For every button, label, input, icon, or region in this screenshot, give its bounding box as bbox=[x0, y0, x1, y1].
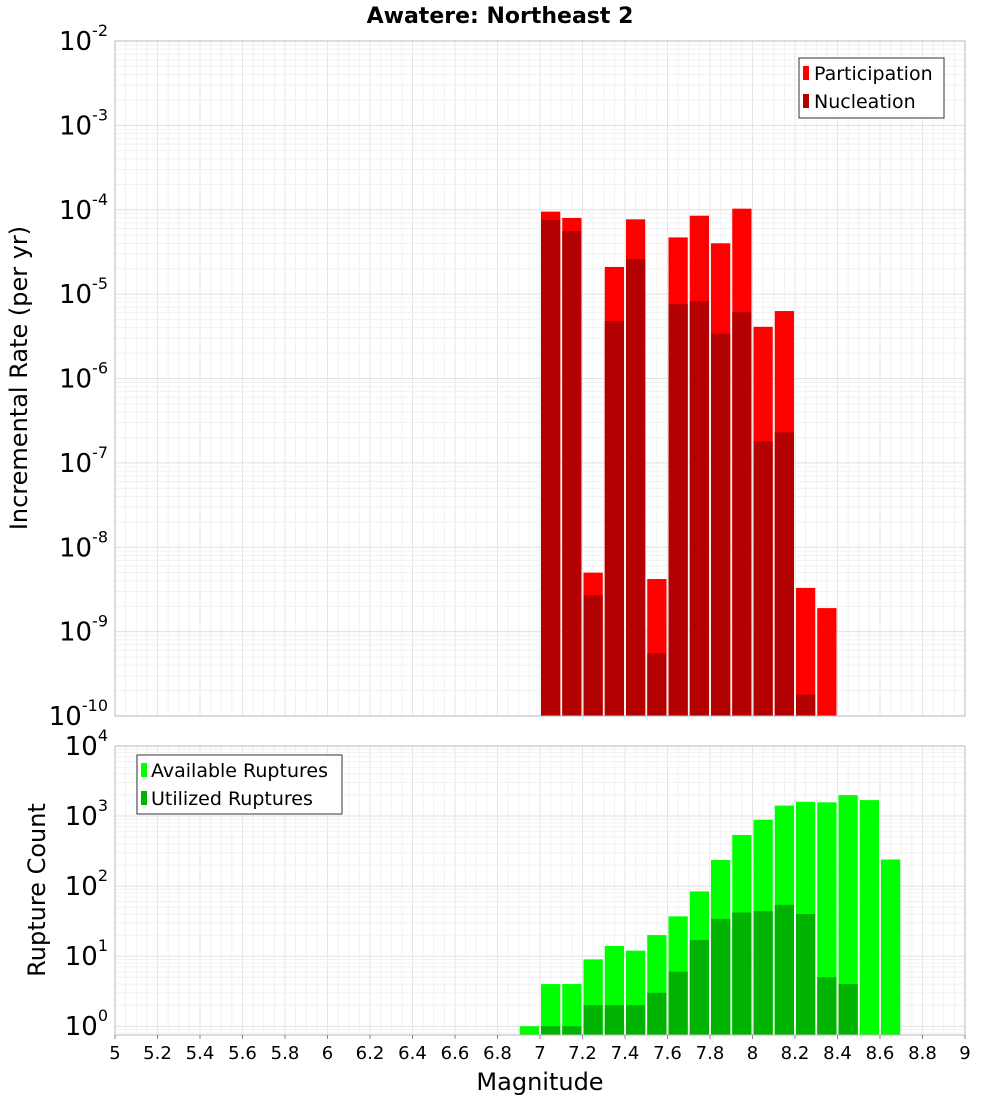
bottom-y-tick-label: 100 bbox=[65, 1006, 108, 1042]
bottom-bar-series2 bbox=[753, 911, 773, 1035]
bottom-y-tick-label: 102 bbox=[65, 866, 108, 902]
x-tick-label: 6.8 bbox=[483, 1043, 512, 1064]
bottom-bar-series2 bbox=[604, 1005, 624, 1035]
top-bar-series2 bbox=[796, 694, 816, 716]
bottom-bar-series2 bbox=[689, 940, 709, 1035]
bottom-bar-series1 bbox=[541, 984, 561, 1035]
bottom-bar-series1 bbox=[881, 859, 901, 1035]
top-y-tick-label: 10-10 bbox=[49, 696, 108, 732]
top-legend-box bbox=[798, 57, 945, 119]
x-tick-label: 6 bbox=[322, 1043, 333, 1064]
x-tick-label: 5 bbox=[109, 1043, 120, 1064]
legend-swatch-nucleation bbox=[803, 94, 809, 108]
bottom-bar-series2 bbox=[562, 1026, 582, 1035]
top-y-ticks: 10-10 10-9 10-8 10-7 10-6 10-5 10-4 10-3 10-2 bbox=[49, 21, 108, 732]
top-y-tick-label: 10-4 bbox=[59, 190, 108, 226]
top-bar-series2 bbox=[626, 259, 646, 716]
bottom-y-ticks: 100 101 102 103 104 bbox=[65, 726, 108, 1042]
bottom-y-tick-label: 104 bbox=[65, 726, 108, 762]
legend-swatch-utilized bbox=[141, 791, 147, 805]
bottom-bar-series2 bbox=[647, 992, 667, 1035]
bottom-plot-bars bbox=[519, 795, 901, 1035]
legend-label-utilized: Utilized Ruptures bbox=[151, 788, 313, 810]
x-tick-label: 7.2 bbox=[568, 1043, 597, 1064]
legend-swatch-available bbox=[141, 763, 147, 777]
x-tick-label: 8.6 bbox=[866, 1043, 895, 1064]
x-tick-label: 6.4 bbox=[398, 1043, 427, 1064]
bottom-bar-series1 bbox=[838, 795, 858, 1035]
bottom-y-tick-label: 101 bbox=[65, 936, 108, 972]
bottom-bar-series1 bbox=[562, 984, 582, 1035]
top-plot-bars bbox=[541, 208, 837, 717]
bottom-y-axis-label: Rupture Count bbox=[23, 803, 51, 977]
top-legend: Participation Nucleation bbox=[798, 57, 945, 119]
top-y-tick-label: 10-6 bbox=[59, 359, 108, 395]
top-bar-series2 bbox=[604, 321, 624, 716]
top-y-tick-label: 10-9 bbox=[59, 612, 108, 648]
bottom-bar-series2 bbox=[583, 1005, 603, 1035]
x-axis-label: Magnitude bbox=[476, 1068, 603, 1096]
top-bar-series2 bbox=[774, 432, 794, 716]
x-tick-label: 7 bbox=[534, 1043, 545, 1064]
chart-title: Awatere: Northeast 2 bbox=[367, 4, 634, 29]
x-tick-label: 5.2 bbox=[143, 1043, 172, 1064]
bottom-bar-series2 bbox=[774, 904, 794, 1035]
x-tick-label: 9 bbox=[959, 1043, 970, 1064]
bottom-bar-series2 bbox=[541, 1026, 561, 1035]
x-tick-label: 5.8 bbox=[271, 1043, 300, 1064]
x-tick-label: 8.8 bbox=[908, 1043, 937, 1064]
top-plot-grid bbox=[114, 40, 966, 717]
x-tick-label: 7.8 bbox=[696, 1043, 725, 1064]
x-tick-label: 8.2 bbox=[781, 1043, 810, 1064]
bottom-bar-series2 bbox=[626, 1005, 646, 1035]
legend-label-participation: Participation bbox=[814, 63, 933, 85]
bottom-legend-box bbox=[136, 754, 343, 815]
top-y-tick-label: 10-8 bbox=[59, 527, 108, 563]
bottom-bar-series2 bbox=[711, 918, 731, 1035]
top-bar-series1 bbox=[817, 608, 837, 716]
x-tick-label: 7.6 bbox=[653, 1043, 682, 1064]
bottom-y-tick-label: 103 bbox=[65, 796, 108, 832]
top-bar-series2 bbox=[647, 653, 667, 716]
top-y-tick-label: 10-7 bbox=[59, 443, 108, 479]
x-tick-label: 8.4 bbox=[823, 1043, 852, 1064]
x-tick-label: 7.4 bbox=[611, 1043, 640, 1064]
x-tick-label: 6.2 bbox=[356, 1043, 385, 1064]
bottom-bar-series2 bbox=[796, 914, 816, 1035]
bottom-bar-series2 bbox=[838, 984, 858, 1035]
x-tick-label: 8 bbox=[747, 1043, 758, 1064]
legend-label-available: Available Ruptures bbox=[151, 760, 328, 782]
legend-swatch-participation bbox=[803, 66, 809, 80]
top-bar-series2 bbox=[711, 333, 731, 716]
top-bar-series2 bbox=[753, 441, 773, 716]
top-y-axis-label: Incremental Rate (per yr) bbox=[5, 226, 33, 530]
bottom-bar-series1 bbox=[817, 802, 837, 1035]
top-bar-series2 bbox=[541, 219, 561, 717]
top-bar-series2 bbox=[562, 230, 582, 716]
bottom-bar-series1 bbox=[519, 1026, 539, 1035]
bottom-bar-series2 bbox=[668, 971, 688, 1035]
x-tick-label: 5.6 bbox=[228, 1043, 257, 1064]
top-y-tick-label: 10-5 bbox=[59, 274, 108, 310]
top-y-tick-label: 10-3 bbox=[59, 105, 108, 141]
legend-label-nucleation: Nucleation bbox=[814, 91, 916, 113]
bottom-bar-series2 bbox=[732, 912, 752, 1035]
top-bar-series2 bbox=[689, 301, 709, 716]
top-bar-series2 bbox=[583, 595, 603, 716]
bottom-bar-series1 bbox=[859, 800, 879, 1035]
top-bar-series1 bbox=[796, 587, 816, 716]
bottom-bar-series2 bbox=[817, 977, 837, 1035]
top-y-tick-label: 10-2 bbox=[59, 21, 108, 57]
top-bar-series2 bbox=[668, 304, 688, 716]
bottom-legend: Available Ruptures Utilized Ruptures bbox=[136, 754, 343, 815]
x-tick-label: 5.4 bbox=[186, 1043, 215, 1064]
x-ticks: 5 5.2 5.4 5.6 5.8 6 6.2 6.4 6.6 6.8 7 7.2 7.4 7.6 7.8 8… bbox=[109, 1035, 971, 1064]
top-bar-series2 bbox=[732, 312, 752, 716]
top-plot-frame bbox=[114, 40, 966, 717]
x-tick-label: 6.6 bbox=[441, 1043, 470, 1064]
